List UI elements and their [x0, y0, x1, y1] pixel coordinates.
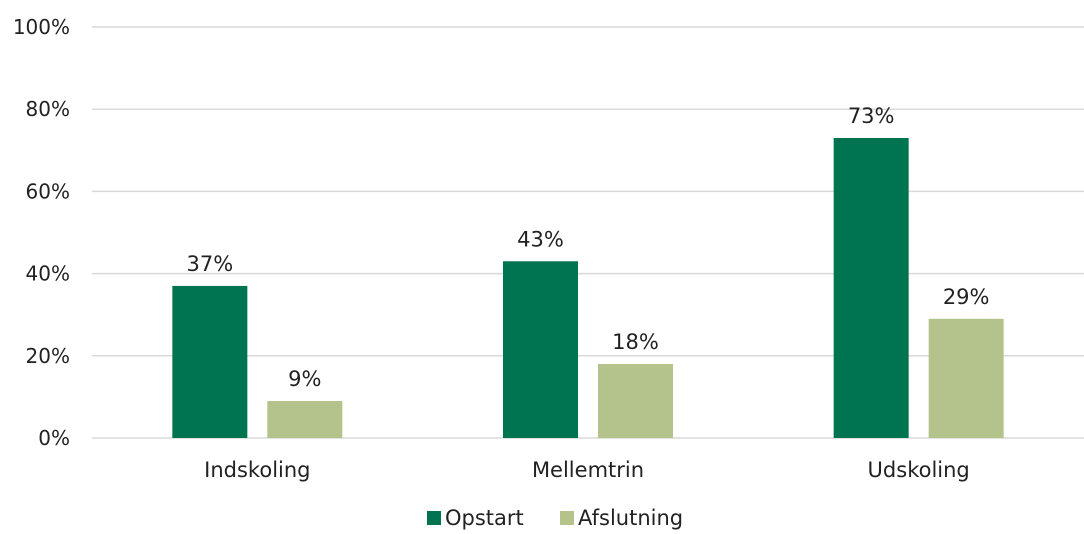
y-tick-label: 100% [13, 15, 70, 39]
data-label: 73% [848, 104, 895, 128]
data-label: 37% [186, 252, 233, 276]
x-category-label: Udskoling [868, 458, 970, 482]
y-axis-ticks: 0% 20% 40% 60% 80% 100% [13, 15, 70, 450]
bar-afslutning-udskoling [928, 318, 1004, 438]
legend: Opstart Afslutning [427, 506, 683, 530]
bar-opstart-mellemtrin [503, 261, 578, 438]
data-label: 18% [612, 330, 659, 354]
y-tick-label: 0% [38, 426, 70, 450]
data-labels: 37% 9% 43% 18% 73% 29% [186, 104, 989, 391]
legend-swatch-afslutning [560, 511, 574, 525]
bar-opstart-udskoling [833, 137, 909, 438]
data-label: 29% [943, 285, 990, 309]
data-label: 43% [517, 227, 564, 251]
legend-swatch-opstart [427, 511, 441, 525]
y-tick-label: 20% [26, 344, 70, 368]
legend-label-opstart: Opstart [445, 506, 524, 530]
y-tick-label: 80% [26, 97, 70, 121]
bar-afslutning-indskoling [267, 401, 343, 438]
y-tick-label: 40% [26, 262, 70, 286]
bar-afslutning-mellemtrin [598, 364, 673, 438]
y-tick-label: 60% [26, 179, 70, 203]
x-category-label: Mellemtrin [532, 458, 644, 482]
bars [172, 137, 1004, 438]
data-label: 9% [288, 367, 321, 391]
x-category-label: Indskoling [204, 458, 310, 482]
x-axis-categories: Indskoling Mellemtrin Udskoling [204, 458, 970, 482]
legend-label-afslutning: Afslutning [578, 506, 683, 530]
gridlines [92, 26, 1084, 439]
bar-opstart-indskoling [172, 285, 248, 438]
